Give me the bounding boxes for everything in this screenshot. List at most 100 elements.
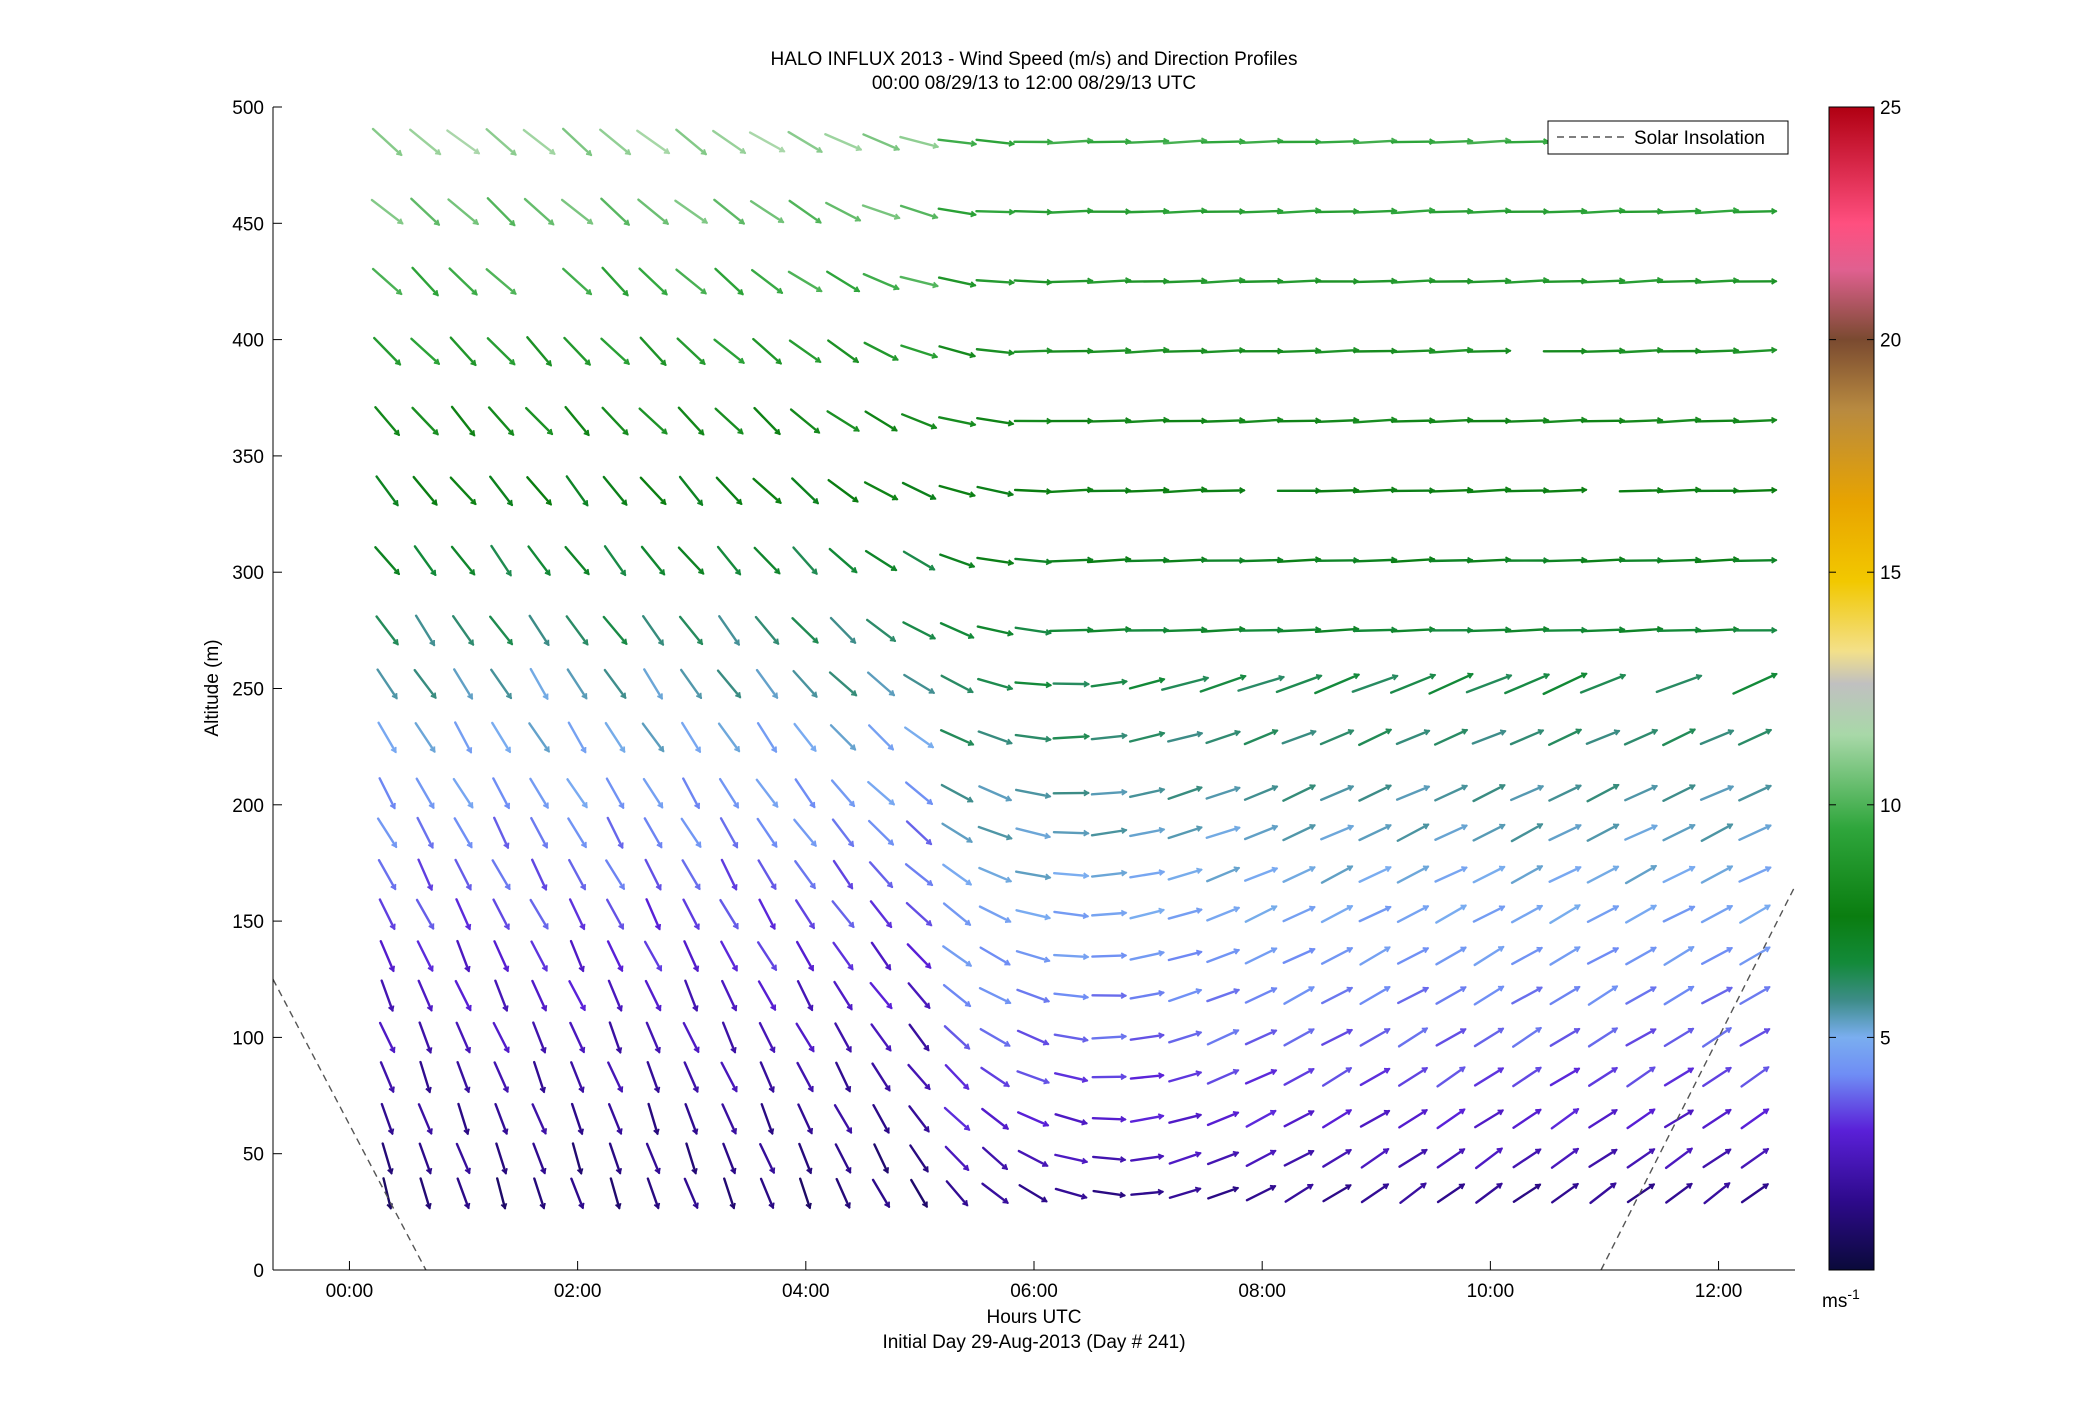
wind-arrow	[1739, 946, 1771, 966]
wind-arrow	[867, 780, 895, 806]
wind-arrow	[455, 1021, 472, 1054]
wind-arrow	[908, 1023, 930, 1052]
wind-arrow	[1014, 681, 1053, 689]
wind-arrow	[1015, 870, 1052, 881]
wind-arrow	[940, 674, 974, 694]
wind-arrow	[492, 898, 510, 931]
wind-arrow	[1320, 905, 1354, 924]
wind-arrow	[638, 267, 668, 296]
wind-arrow	[1663, 985, 1695, 1006]
wind-arrow	[792, 669, 818, 698]
wind-arrow	[1587, 1027, 1619, 1048]
wind-arrow	[645, 898, 662, 931]
wind-arrow	[942, 983, 972, 1008]
wind-arrow	[749, 200, 785, 224]
wind-arrow	[1091, 952, 1128, 959]
wind-arrow	[418, 1142, 433, 1175]
wind-arrows	[370, 127, 1778, 1210]
wind-arrow	[1473, 985, 1505, 1006]
legend-label: Solar Insolation	[1634, 128, 1765, 149]
wind-arrow	[675, 268, 707, 295]
wind-arrow	[1512, 1183, 1542, 1203]
wind-arrow	[757, 980, 777, 1011]
wind-arrow	[906, 943, 932, 969]
wind-arrow	[1129, 989, 1165, 1000]
wind-arrow	[380, 1102, 395, 1136]
wind-arrow	[1395, 729, 1431, 746]
x-tick-label: 10:00	[1467, 1281, 1515, 1302]
wind-arrow	[415, 898, 435, 930]
wind-arrow	[1320, 824, 1355, 841]
wind-arrow	[864, 549, 898, 572]
wind-arrow	[1701, 1027, 1732, 1048]
wind-arrow	[677, 546, 705, 575]
wind-arrow	[756, 941, 778, 972]
wind-arrow	[975, 208, 1016, 216]
colorbar: 5 10 15 20 25 ms-1	[1822, 98, 1901, 1312]
wind-arrow	[872, 1104, 890, 1134]
wind-arrow	[491, 859, 511, 891]
y-tick-label: 350	[232, 447, 264, 468]
wind-arrow	[752, 477, 782, 504]
wind-arrow	[1014, 733, 1052, 743]
wind-arrow	[723, 1177, 736, 1210]
y-tick-label: 400	[232, 331, 264, 352]
wind-arrow	[866, 618, 897, 642]
wind-arrow	[905, 820, 933, 846]
wind-arrow	[486, 197, 516, 227]
wind-arrow	[447, 198, 479, 226]
wind-arrow	[604, 721, 626, 753]
wind-arrow	[1245, 1184, 1277, 1202]
wind-arrow	[1465, 673, 1513, 694]
wind-arrow	[1282, 784, 1316, 802]
wind-arrow	[793, 722, 817, 752]
wind-arrow	[869, 900, 893, 929]
wind-arrow	[1739, 904, 1771, 924]
wind-arrow	[826, 410, 860, 432]
wind-arrow	[975, 138, 1016, 147]
wind-arrow	[1129, 907, 1165, 920]
wind-arrow	[379, 1061, 395, 1094]
wind-arrow	[1129, 1113, 1165, 1123]
wind-arrow	[485, 128, 517, 156]
wind-arrow	[1130, 1188, 1165, 1196]
wind-arrow	[1588, 1109, 1618, 1129]
wind-arrow	[1586, 947, 1620, 965]
wind-arrow	[904, 726, 935, 749]
wind-arrow	[522, 128, 556, 155]
wind-arrow	[1015, 950, 1051, 963]
x-tick-label: 06:00	[1010, 1281, 1058, 1302]
wind-arrow	[797, 1103, 814, 1135]
wind-arrow	[1510, 784, 1545, 802]
wind-arrow	[1662, 728, 1696, 747]
wind-arrow	[901, 481, 937, 500]
wind-arrow	[1052, 680, 1091, 688]
wind-arrow	[561, 127, 593, 157]
wind-arrow	[1475, 1182, 1503, 1204]
wind-arrow	[1472, 865, 1506, 884]
wind-arrow	[1358, 784, 1392, 802]
wind-arrow	[1168, 1151, 1202, 1165]
wind-arrow	[1206, 1068, 1240, 1085]
wind-arrow	[532, 1021, 547, 1054]
wind-arrow	[1626, 1183, 1656, 1204]
wind-arrow	[1168, 1030, 1203, 1044]
wind-arrow	[528, 722, 550, 753]
wind-arrow	[419, 1060, 432, 1094]
wind-arrow	[1702, 1108, 1732, 1129]
wind-arrow	[636, 129, 671, 155]
wind-arrow	[1168, 1112, 1203, 1124]
wind-arrow	[832, 859, 854, 890]
wind-arrow	[795, 1022, 815, 1053]
colorbar-tick-label: 15	[1880, 563, 1901, 584]
wind-arrow	[684, 979, 699, 1012]
wind-arrow	[753, 546, 781, 575]
x-tick-label: 12:00	[1695, 1281, 1743, 1302]
wind-arrow	[450, 405, 476, 437]
wind-arrow	[371, 127, 403, 157]
wind-arrow	[532, 1060, 546, 1094]
wind-arrow	[457, 1102, 470, 1136]
wind-arrow	[568, 980, 586, 1012]
wind-arrow	[755, 668, 779, 699]
wind-arrow	[941, 822, 973, 843]
